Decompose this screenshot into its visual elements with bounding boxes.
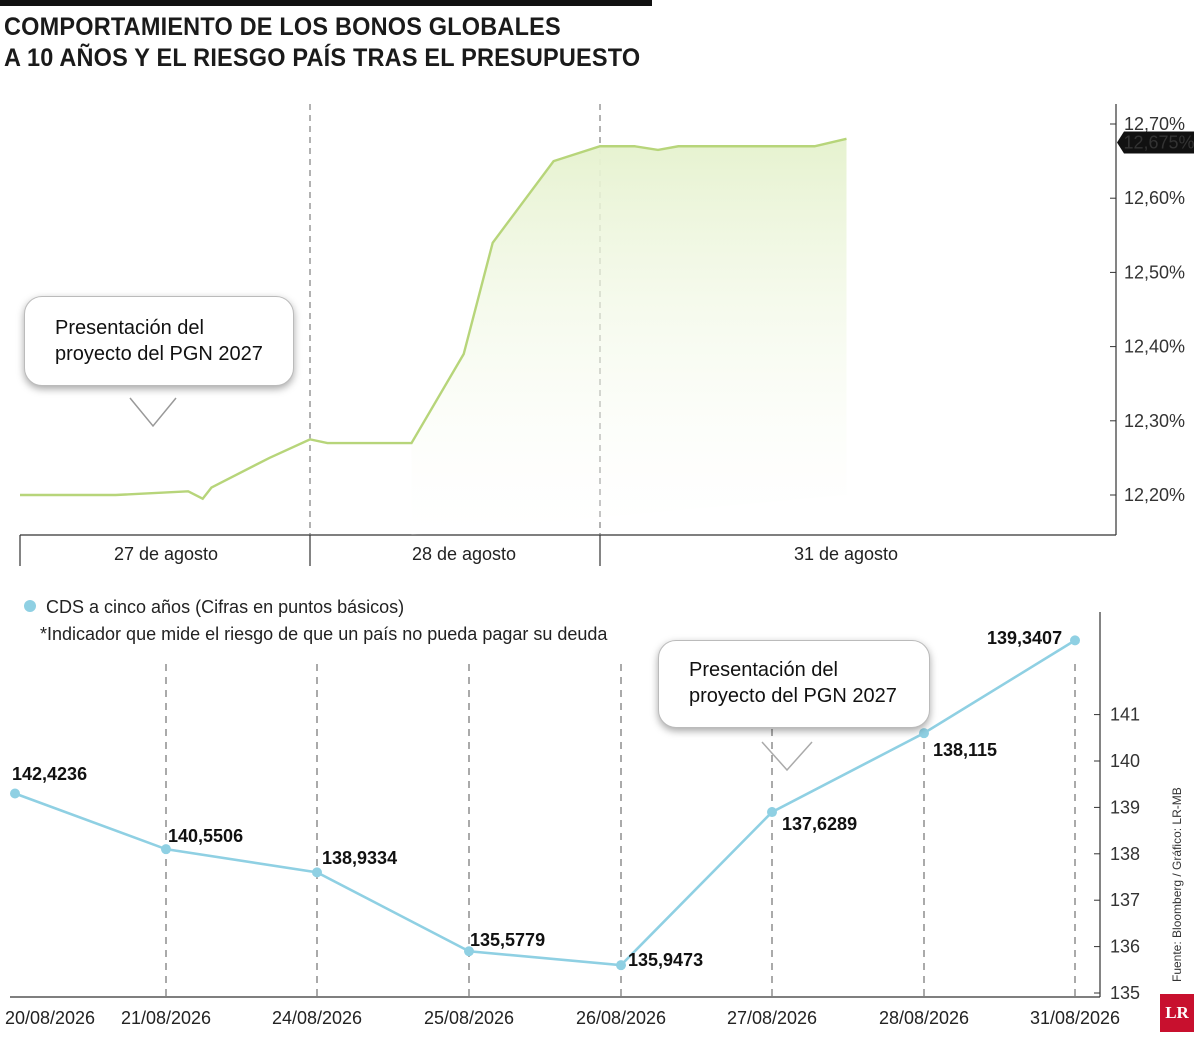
callout-cds-line-2: proyecto del PGN 2027: [689, 685, 897, 707]
cds-legend-label: CDS a cinco años (Cifras en puntos básic…: [46, 597, 404, 617]
lr-logo: LR: [1160, 994, 1194, 1032]
cds-data-label: 142,4236: [12, 764, 87, 784]
cds-data-label: 138,9334: [322, 848, 397, 868]
callout-cds-arrow: [761, 741, 813, 772]
chart-title-line-2: A 10 AÑOS Y EL RIESGO PAÍS TRAS EL PRESU…: [4, 44, 641, 72]
bond-y-tick-label: 12,40%: [1124, 337, 1185, 357]
cds-x-tick-label: 21/08/2026: [121, 1008, 211, 1028]
cds-x-tick-label: 26/08/2026: [576, 1008, 666, 1028]
cds-data-label: 137,6289: [782, 814, 857, 834]
bond-area-fill: [411, 138, 847, 535]
cds-data-point: [10, 788, 20, 799]
callout-cds-line-1: Presentación del: [689, 659, 838, 681]
chart-title-line-1: COMPORTAMIENTO DE LOS BONOS GLOBALES: [4, 13, 561, 41]
cds-data-point: [312, 867, 322, 878]
callout-bond-line-2: proyecto del PGN 2027: [55, 343, 263, 365]
callout-bond-line-1: Presentación del: [55, 317, 204, 339]
cds-y-tick-label: 138: [1110, 844, 1140, 864]
cds-data-point: [464, 946, 474, 957]
cds-y-tick-label: 139: [1110, 797, 1140, 817]
cds-data-point: [919, 728, 929, 739]
callout-bond-arrow: [129, 397, 177, 428]
cds-data-label: 138,115: [933, 740, 997, 760]
bond-day-label: 31 de agosto: [794, 544, 898, 564]
callout-cds-budget: Presentación del proyecto del PGN 2027: [658, 640, 930, 728]
cds-y-tick-label: 140: [1110, 751, 1140, 771]
chart-title: COMPORTAMIENTO DE LOS BONOS GLOBALES A 1…: [4, 12, 640, 74]
bond-current-value-tag: [1117, 131, 1194, 154]
callout-bond-budget: Presentación del proyecto del PGN 2027: [24, 296, 294, 386]
title-rule: [0, 0, 652, 6]
cds-data-point: [767, 807, 777, 818]
bond-y-tick-label: 12,30%: [1124, 411, 1185, 431]
cds-y-tick-label: 137: [1110, 890, 1140, 910]
cds-y-tick-label: 136: [1110, 937, 1140, 957]
bond-series-line: [20, 137, 847, 501]
cds-footnote: *Indicador que mide el riesgo de que un …: [40, 624, 608, 644]
bond-y-tick-label: 12,20%: [1124, 485, 1185, 505]
bond-y-tick-label: 12,50%: [1124, 262, 1185, 282]
source-credit: Fuente: Bloomberg / Gráfico: LR-MB: [1170, 787, 1184, 982]
cds-x-tick-label: 20/08/2026: [5, 1008, 95, 1028]
cds-legend-marker: [24, 600, 36, 612]
cds-x-tick-label: 25/08/2026: [424, 1008, 514, 1028]
cds-data-label: 135,5779: [470, 930, 545, 950]
cds-y-tick-label: 141: [1110, 705, 1140, 725]
cds-data-point: [616, 960, 626, 971]
cds-x-tick-label: 28/08/2026: [879, 1008, 969, 1028]
bond-day-label: 28 de agosto: [412, 544, 516, 564]
bond-y-tick-label: 12,60%: [1124, 188, 1185, 208]
bond-day-label: 27 de agosto: [114, 544, 218, 564]
cds-x-tick-label: 31/08/2026: [1030, 1008, 1120, 1028]
cds-data-point: [161, 844, 171, 855]
cds-data-point: [1070, 635, 1080, 646]
cds-x-tick-label: 27/08/2026: [727, 1008, 817, 1028]
cds-data-label: 139,3407: [987, 628, 1062, 648]
cds-x-tick-label: 24/08/2026: [272, 1008, 362, 1028]
cds-y-tick-label: 135: [1110, 983, 1140, 1003]
bond-y-tick-label: 12,70%: [1124, 114, 1185, 134]
cds-data-label: 135,9473: [628, 950, 703, 970]
bond-current-value-label: 12,675%: [1123, 133, 1194, 153]
cds-data-label: 140,5506: [168, 826, 243, 846]
cds-series-line: [14, 639, 1076, 967]
